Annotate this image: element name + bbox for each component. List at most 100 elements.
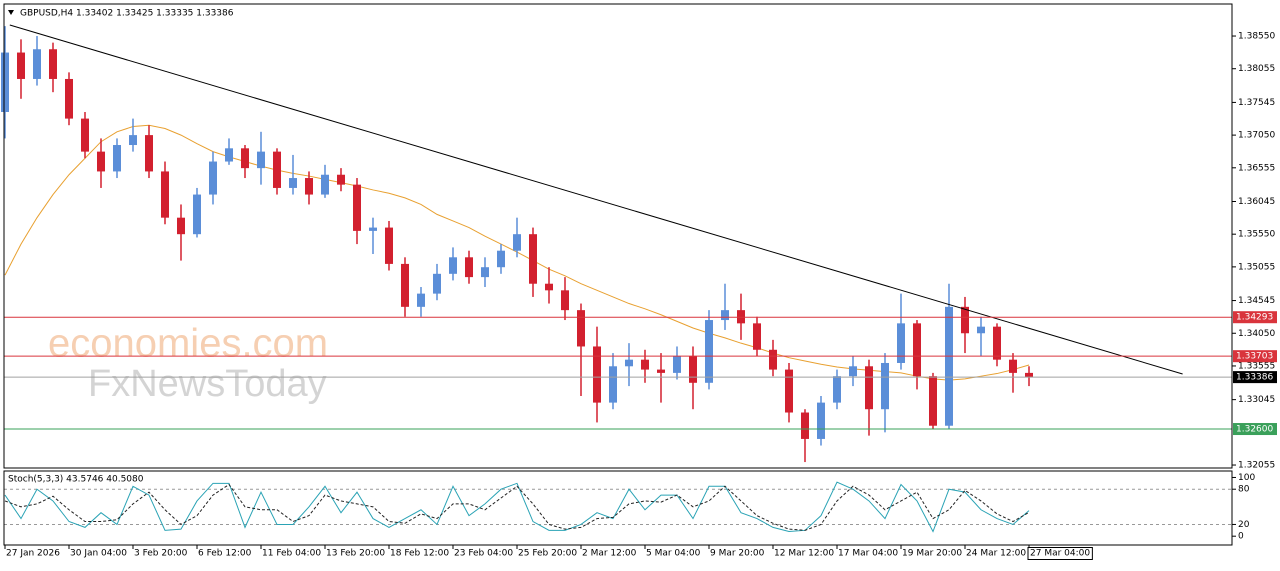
candle-body [273, 151, 281, 188]
watermark: FxNewsToday [88, 363, 327, 405]
candle-body [225, 148, 233, 162]
trendline [9, 24, 1183, 375]
y-tick-label: 1.33045 [1238, 395, 1275, 405]
watermark: economies.com [48, 322, 328, 366]
candle-body [865, 366, 873, 410]
candle-body [545, 283, 553, 291]
candle-body [721, 310, 729, 321]
candle-body [465, 257, 473, 278]
candle-body [129, 135, 137, 146]
x-tick-label: 11 Feb 04:00 [262, 549, 321, 559]
candle-body [705, 320, 713, 383]
candle-body [1009, 359, 1017, 373]
candle-body [17, 52, 25, 79]
candle-body [321, 174, 329, 195]
y-tick-label: 1.37050 [1238, 131, 1275, 141]
candle-body [177, 217, 185, 235]
y-tick-label: 1.38055 [1238, 64, 1275, 74]
candle-body [769, 349, 777, 370]
candle-body [337, 174, 345, 185]
candle-body [497, 250, 505, 268]
y-tick-label: 1.33555 [1238, 361, 1275, 371]
candle-body [881, 362, 889, 410]
candle-body [657, 369, 665, 373]
candle-body [833, 376, 841, 403]
y-tick-label: 1.34050 [1238, 329, 1275, 339]
candle-body [897, 323, 905, 363]
candle-body [353, 184, 361, 231]
x-tick-label: 12 Mar 12:00 [774, 549, 834, 559]
x-tick-label: 2 Mar 12:00 [582, 549, 637, 559]
candle-body [257, 151, 265, 169]
candle-body [49, 49, 57, 79]
x-tick-label: 27 Jan 2026 [6, 549, 60, 559]
x-tick-label: 13 Feb 20:00 [326, 549, 385, 559]
candle-body [97, 151, 105, 172]
candle-body [113, 145, 121, 172]
candle-body [401, 263, 409, 307]
candle-body [753, 323, 761, 350]
y-tick-label: 1.37545 [1238, 98, 1275, 108]
candle-body [785, 369, 793, 413]
candle-body [641, 359, 649, 370]
y-tick-label: 1.36555 [1238, 163, 1275, 173]
candle-body [241, 148, 249, 169]
candle-body [209, 161, 217, 195]
x-tick-label: 25 Feb 20:00 [518, 549, 577, 559]
x-tick-label: 3 Feb 20:00 [134, 549, 188, 559]
candle-body [81, 118, 89, 152]
candle-body [945, 306, 953, 426]
y-tick-label: 1.35055 [1238, 262, 1275, 272]
candle-body [689, 356, 697, 383]
menu-arrow[interactable] [8, 10, 14, 15]
price-level-box [1233, 423, 1277, 436]
stoch-panel-frame [3, 470, 1233, 546]
x-tick-label: 9 Mar 20:00 [710, 549, 765, 559]
y-tick-label: 1.38550 [1238, 32, 1275, 42]
candle-body [913, 323, 921, 377]
price-level-box [1233, 311, 1277, 324]
candle-body [1025, 372, 1033, 378]
candle-body [161, 171, 169, 218]
x-tick-label: 17 Mar 04:00 [838, 549, 898, 559]
candle-body [961, 306, 969, 334]
candle-body [145, 135, 153, 172]
candle-body [593, 346, 601, 403]
price-level-box [1233, 371, 1277, 384]
candle-body [577, 310, 585, 347]
x-tick-label: 30 Jan 04:00 [70, 549, 127, 559]
y-tick-label: 1.35550 [1238, 230, 1275, 240]
indicator-line [4, 481, 1030, 533]
price-level-label: 1.32600 [1236, 425, 1273, 435]
x-tick-label: 5 Mar 04:00 [646, 549, 701, 559]
y-tick-label: 0 [1238, 532, 1244, 542]
candle-body [449, 257, 457, 274]
x-tick-label: 27 Mar 04:00 [1030, 549, 1090, 559]
candle-body [369, 227, 377, 231]
candle-body [417, 293, 425, 307]
y-tick-label: 1.32055 [1238, 461, 1275, 471]
candle-body [193, 194, 201, 235]
price-level-box [1233, 350, 1277, 363]
candle-body [993, 326, 1001, 360]
candle-body [305, 178, 313, 195]
x-tick-label: 19 Mar 20:00 [902, 549, 962, 559]
y-tick-label: 80 [1238, 485, 1250, 495]
y-tick-label: 1.34545 [1238, 296, 1275, 306]
plot-layer [1, 24, 1236, 549]
price-level-label: 1.33703 [1236, 352, 1273, 362]
candle-body [625, 359, 633, 367]
x-tick-label: 24 Mar 12:00 [966, 549, 1026, 559]
main-panel-frame [3, 3, 1233, 469]
candle-body [977, 326, 985, 334]
candle-body [1, 52, 9, 112]
chart-title: GBPUSD,H4 1.33402 1.33425 1.33335 1.3338… [20, 9, 234, 19]
candle-body [849, 366, 857, 377]
candle-body [817, 402, 825, 439]
candle-body [609, 366, 617, 403]
candle-body [801, 412, 809, 439]
x-tick-label: 6 Feb 12:00 [198, 549, 252, 559]
